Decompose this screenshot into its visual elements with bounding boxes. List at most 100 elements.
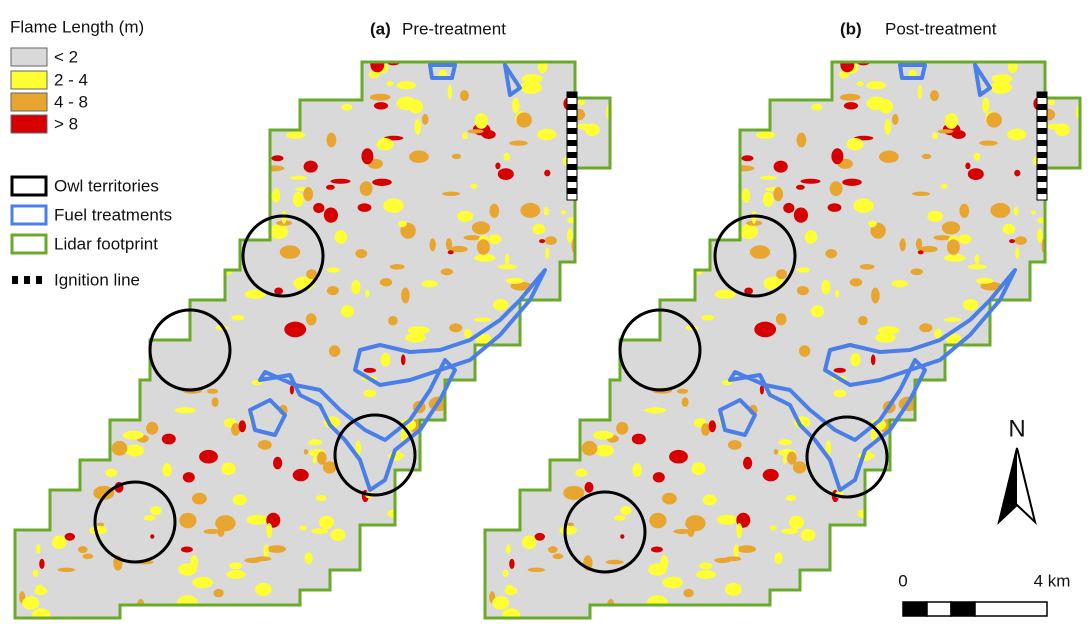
fire-patch: [594, 194, 610, 202]
fire-patch: [543, 206, 549, 216]
fire-patch: [257, 440, 272, 450]
fire-patch: [421, 113, 429, 125]
fire-patch: [75, 351, 87, 358]
fire-patch: [206, 388, 219, 394]
fire-patch: [64, 532, 76, 541]
fire-patch: [289, 385, 294, 395]
owl-territory: [241, 214, 325, 298]
fire-patch: [532, 223, 546, 235]
panel-title: Post-treatment: [885, 19, 997, 38]
fire-patch: [405, 536, 423, 541]
fire-patch: [326, 286, 339, 296]
legend-item: Lidar footprint: [54, 234, 158, 253]
fire-patch: [463, 542, 475, 553]
fire-patch: [388, 315, 398, 326]
fuel-treatments: [248, 63, 547, 492]
fire-patch: [396, 96, 417, 111]
legend: Flame Length (m) < 2 2 - 4 4 - 8 > 8 Owl…: [10, 17, 172, 289]
fire-patch: [317, 451, 327, 465]
fire-patch: [379, 278, 393, 287]
fire-patch: [105, 157, 120, 173]
fire-patch: [74, 319, 89, 324]
fire-patch: [95, 371, 111, 385]
fire-patch: [292, 468, 309, 482]
fire-patch: [130, 354, 152, 360]
fire-patch: [482, 495, 488, 506]
fire-patch: [429, 446, 438, 461]
fire-patch: [510, 281, 532, 291]
fire-patch: [365, 539, 375, 544]
fire-patch: [401, 287, 410, 304]
fire-patch: [370, 62, 385, 73]
fire-patch: [452, 519, 458, 526]
fire-patch: [443, 525, 457, 537]
fire-patch: [539, 435, 558, 450]
fire-patch: [240, 116, 252, 126]
fire-patch: [15, 323, 23, 328]
fire-patch: [340, 305, 354, 318]
fire-patch: [467, 129, 484, 134]
fire-patch: [303, 160, 318, 173]
fire-patch: [69, 357, 89, 368]
scale-seg: [974, 601, 1048, 617]
fire-patch: [134, 153, 140, 163]
fire-patch: [192, 492, 207, 505]
fire-patch: [489, 357, 504, 368]
fire-patch: [73, 319, 91, 328]
fire-patch: [493, 437, 503, 451]
fire-patch: [474, 254, 496, 262]
fire-patch: [55, 409, 67, 417]
fire-patch: [398, 220, 407, 228]
fire-patch: [372, 178, 392, 186]
fire-patch: [449, 245, 468, 253]
fire-patch: [359, 181, 373, 197]
fire-patch: [516, 112, 532, 128]
fire-patch: [373, 102, 389, 110]
fire-patch: [548, 384, 566, 394]
fire-patch: [386, 62, 401, 66]
fire-patch: [105, 468, 118, 477]
fire-patch: [289, 175, 308, 180]
fire-patch: [527, 422, 537, 428]
fire-patch: [503, 152, 511, 161]
scale-end: 4 km: [1034, 571, 1071, 590]
fire-patch: [580, 251, 593, 259]
fire-patch: [150, 506, 162, 516]
fire-patch: [330, 178, 351, 184]
fire-patch: [311, 598, 324, 612]
fire-patch: [125, 444, 144, 457]
fire-patch: [355, 249, 368, 259]
fire-patch: [433, 474, 454, 486]
fire-patch: [15, 409, 31, 417]
fire-patch: [462, 132, 468, 140]
panel-label: (b): [840, 19, 862, 38]
fire-patch: [173, 136, 186, 146]
fire-patch: [43, 417, 60, 427]
fire-patch: [509, 140, 528, 146]
fire-patch: [89, 384, 111, 398]
fire-patch: [116, 101, 128, 115]
fire-patch: [356, 582, 361, 594]
fire-patch: [201, 79, 216, 91]
fire-patch: [161, 433, 176, 445]
fire-patch: [284, 321, 307, 338]
fire-patch: [166, 66, 177, 72]
fire-patch: [226, 570, 246, 579]
fire-patch: [447, 84, 453, 100]
fire-patch: [267, 545, 286, 553]
fire-patch: [457, 210, 474, 222]
fire-patch: [244, 557, 262, 564]
fire-patch: [512, 97, 520, 114]
fire-patch: [263, 544, 269, 558]
fire-patch: [365, 289, 370, 298]
fire-patch: [397, 594, 413, 604]
fire-patch: [152, 133, 163, 147]
fire-patch: [111, 440, 128, 456]
fire-patch: [544, 236, 557, 245]
fire-patch: [516, 350, 521, 360]
fire-patch: [163, 118, 180, 128]
fire-patch: [174, 407, 196, 414]
fire-patch: [386, 81, 394, 87]
fire-patch: [387, 508, 407, 519]
fire-patch: [31, 357, 38, 362]
